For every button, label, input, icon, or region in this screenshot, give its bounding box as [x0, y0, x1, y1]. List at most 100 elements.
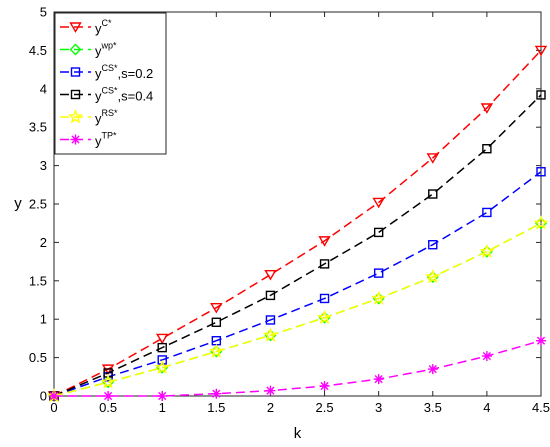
data-point	[426, 153, 440, 164]
series-line	[53, 49, 542, 397]
legend-marker	[70, 134, 81, 145]
data-point	[427, 364, 438, 375]
data-point	[428, 189, 438, 199]
y-tick-label: 1.5	[29, 273, 47, 288]
y-tick-label: 4	[40, 81, 47, 96]
legend-item: yTP*	[60, 131, 117, 149]
legend-item: yC*	[60, 18, 112, 36]
y-tick-label: 2.5	[29, 197, 47, 212]
legend-label-base: y	[95, 66, 102, 81]
data-point	[319, 259, 330, 269]
legend-label: yC*	[95, 18, 112, 36]
y-tick-label: 3.5	[29, 120, 47, 135]
legend-label: yTP*	[95, 131, 117, 149]
x-tick-label: 0.5	[99, 400, 117, 415]
y-tick-label: 1	[40, 312, 47, 327]
legend-marker	[70, 67, 81, 77]
data-point	[265, 315, 276, 325]
data-point	[373, 268, 384, 278]
series-line	[54, 339, 542, 397]
series-line	[53, 222, 542, 397]
legend-label-superscript: wp*	[101, 41, 118, 51]
data-point	[265, 385, 276, 396]
legend-item: yRS*	[60, 108, 118, 126]
data-point	[100, 374, 116, 389]
data-point	[317, 309, 333, 325]
legend-label-superscript: TP*	[102, 131, 118, 141]
series-4	[46, 215, 549, 403]
data-point	[154, 359, 170, 374]
y-tick-label: 3	[40, 158, 47, 173]
data-point	[371, 290, 387, 305]
legend-label-suffix: ,s=0.2	[118, 66, 154, 81]
y-tick-label: 0.5	[29, 350, 47, 365]
x-tick-label: 1	[159, 400, 166, 415]
data-point	[319, 293, 330, 304]
legend-label: ywp*	[95, 41, 117, 59]
data-point	[157, 391, 168, 401]
data-point	[319, 381, 330, 392]
series-5	[49, 335, 546, 401]
legend-label-base: y	[95, 89, 102, 104]
data-point	[265, 290, 276, 301]
legend-label: yCS*,s=0.4	[95, 86, 153, 104]
legend-label-superscript: C*	[102, 18, 112, 28]
data-point	[155, 333, 169, 345]
legend-label-base: y	[95, 134, 102, 149]
y-tick-label: 5	[40, 5, 47, 20]
data-point	[373, 227, 384, 238]
data-point	[428, 240, 438, 250]
legend-marker	[67, 109, 84, 124]
series-line	[53, 171, 542, 397]
data-point	[103, 391, 114, 401]
y-tick-label: 2	[40, 235, 47, 250]
legend-label-base: y	[95, 111, 102, 126]
legend-label-base: y	[95, 44, 102, 59]
data-point	[534, 45, 548, 57]
data-point	[479, 243, 495, 259]
x-tick-label: 4	[483, 400, 490, 415]
data-point	[533, 215, 549, 230]
data-point	[210, 302, 223, 314]
y-tick-label: 0	[40, 389, 47, 404]
legend-label-superscript: RS*	[102, 108, 119, 118]
data-point	[264, 269, 277, 281]
x-tick-label: 1.5	[207, 400, 225, 415]
legend-label: yCS*,s=0.2	[95, 63, 153, 81]
data-point	[481, 351, 492, 362]
data-point	[425, 269, 441, 284]
legend-label-superscript: CS*	[102, 86, 119, 96]
data-point	[536, 90, 546, 100]
legend-marker	[69, 22, 82, 33]
x-tick-label: 2	[267, 400, 274, 415]
legend-item: ywp*	[60, 41, 117, 59]
data-point	[373, 374, 384, 385]
legend-item: yCS*,s=0.4	[60, 86, 153, 104]
data-point	[536, 335, 546, 346]
legend-label-base: y	[95, 21, 102, 36]
legend-marker	[70, 89, 81, 100]
data-point	[211, 388, 222, 399]
y-axis-label: y	[14, 195, 22, 212]
data-point	[157, 355, 167, 365]
data-point	[211, 317, 222, 327]
data-point	[482, 207, 492, 218]
x-tick-label: 4.5	[532, 400, 550, 415]
series-line	[53, 94, 542, 397]
x-tick-label: 2.5	[316, 400, 334, 415]
y-tick-label: 4.5	[29, 43, 47, 58]
data-point	[208, 343, 224, 358]
data-point	[372, 197, 385, 209]
data-point	[480, 103, 494, 114]
x-tick-label: 3.5	[424, 400, 442, 415]
data-point	[49, 391, 59, 401]
legend-item: yCS*,s=0.2	[60, 63, 153, 81]
data-point	[262, 327, 278, 342]
legend-label: yRS*	[95, 108, 118, 126]
x-axis-label: k	[294, 425, 302, 442]
data-point	[318, 236, 331, 247]
x-tick-label: 0	[50, 400, 57, 415]
legend-label-superscript: CS*	[102, 63, 119, 73]
